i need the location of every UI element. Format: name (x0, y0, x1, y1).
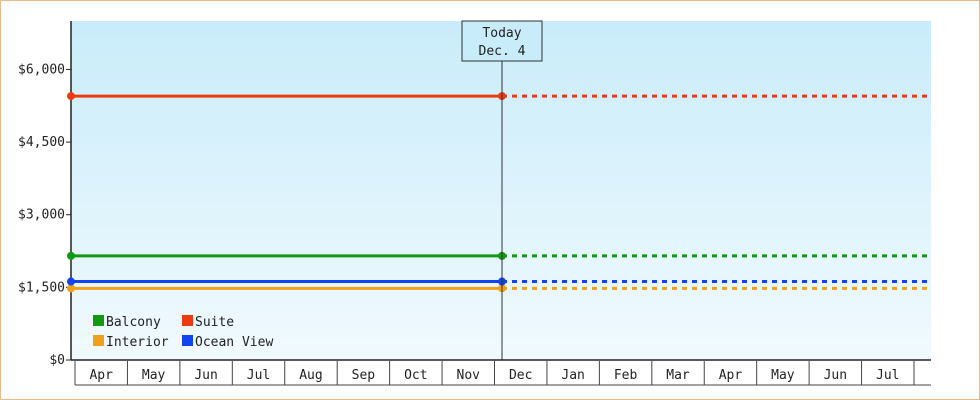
x-tick-label: Apr (719, 368, 743, 383)
x-tick-label: Jul (876, 368, 899, 383)
x-tick-label: May (142, 368, 166, 383)
legend-label: Balcony (106, 315, 161, 330)
today-label-line2: Dec. 4 (479, 44, 526, 59)
legend-swatch (93, 335, 104, 346)
x-tick-label: Jun (194, 368, 217, 383)
legend-item: Balcony (93, 315, 161, 330)
today-label-box (461, 20, 543, 62)
legend-item: Suite (182, 315, 234, 330)
series-point (67, 277, 75, 286)
legend-item: Interior (93, 335, 169, 350)
legend-label: Suite (195, 315, 234, 330)
x-tick-label: May (771, 368, 795, 383)
y-tick-label: $4,500 (18, 135, 65, 150)
today-label-line1: Today (482, 26, 521, 41)
legend-swatch (182, 335, 193, 346)
x-tick-label: Jul (247, 368, 270, 383)
legend-swatch (93, 315, 104, 326)
y-tick-label: $1,500 (18, 280, 65, 295)
series-balcony (67, 251, 931, 260)
x-tick-label: Mar (666, 368, 690, 383)
x-tick-label: Feb (614, 368, 638, 383)
x-tick-label: Oct (404, 368, 427, 383)
x-tick-label: Jan (561, 368, 584, 383)
y-tick-label: $0 (49, 353, 65, 368)
series-suite (67, 92, 931, 101)
legend-label: Interior (106, 335, 169, 350)
legend-swatch (182, 315, 193, 326)
x-tick-label: Aug (299, 368, 322, 383)
y-tick-label: $6,000 (18, 62, 65, 77)
legend-item: Ocean View (182, 335, 273, 350)
x-tick-label: Jun (824, 368, 847, 383)
series-point (67, 92, 75, 101)
x-tick-label: Dec (509, 368, 532, 383)
x-tick-label: Nov (457, 368, 481, 383)
series-point (67, 251, 75, 260)
y-tick-label: $3,000 (18, 208, 65, 223)
x-tick-label: Apr (89, 368, 113, 383)
series-point (67, 284, 75, 293)
x-tick-label: Sep (352, 368, 376, 383)
plot-area (71, 21, 931, 360)
series-interior (67, 284, 931, 293)
legend-label: Ocean View (195, 335, 273, 350)
